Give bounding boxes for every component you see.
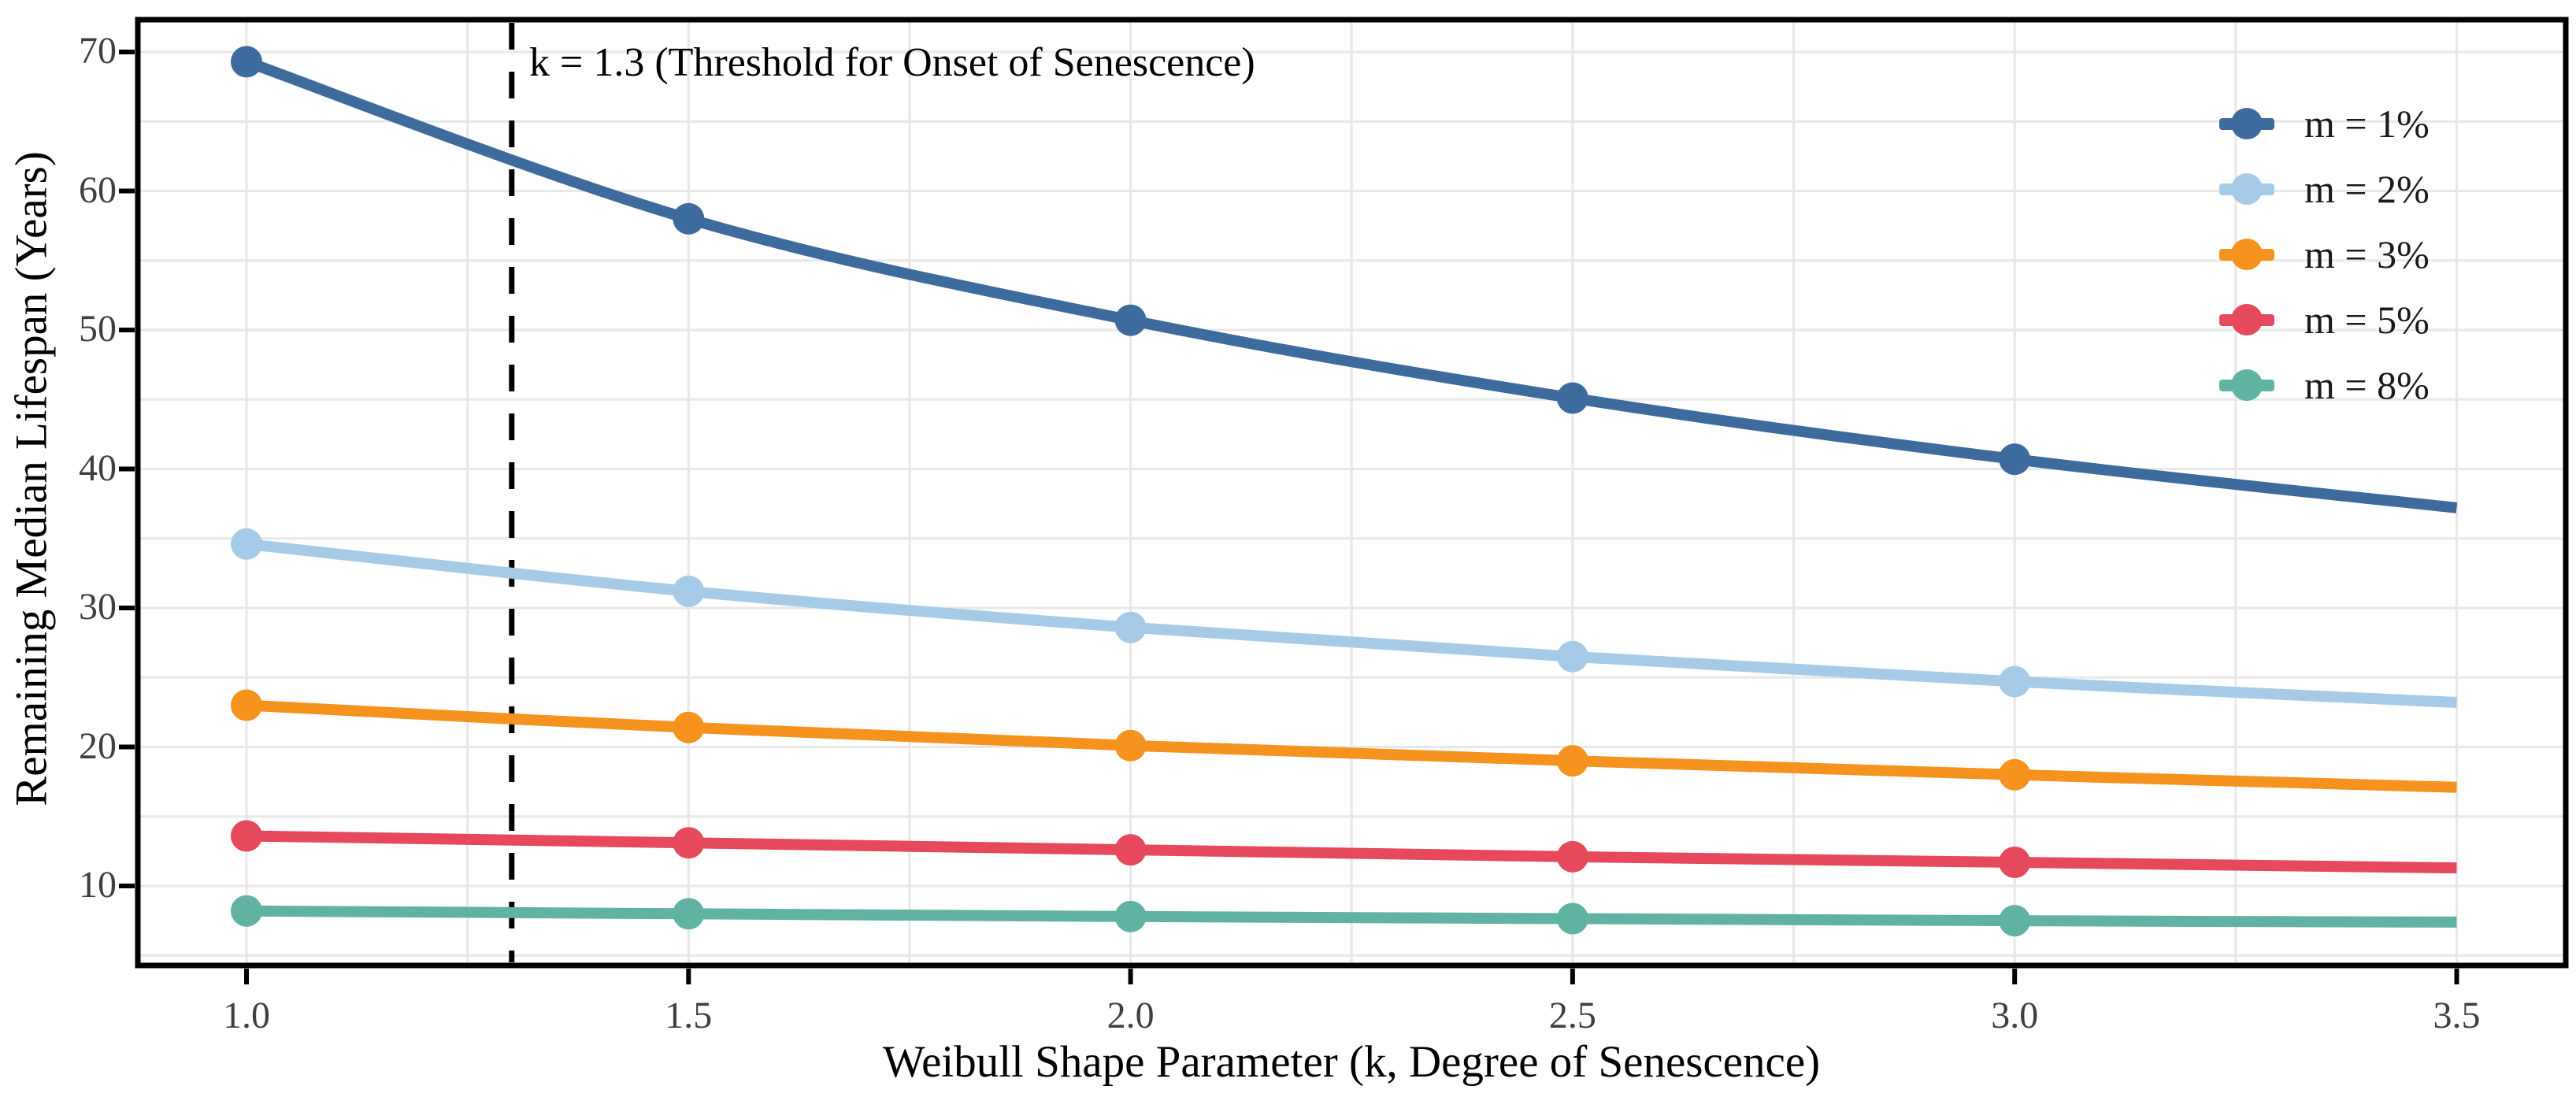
series-marker-m=1% <box>1999 443 2031 476</box>
legend-entry-m8: m = 8% <box>2219 361 2430 410</box>
series-marker-m=2% <box>231 528 262 560</box>
threshold-annotation: k = 1.3 (Threshold for Onset of Senescen… <box>529 40 1255 85</box>
series-marker-m=2% <box>1114 611 1147 643</box>
series-marker-m=3% <box>1556 745 1588 777</box>
series-marker-m=1% <box>1114 304 1147 336</box>
y-tick-label-20: 20 <box>79 725 117 767</box>
series-8pct <box>231 895 2457 937</box>
series-marker-m=1% <box>231 46 262 78</box>
series-marker-m=3% <box>673 711 705 743</box>
y-tick-label-50: 50 <box>79 308 117 350</box>
series-line-m=1% <box>244 56 2458 513</box>
series-line-m=5% <box>246 830 2457 874</box>
x-tick-label-2.5: 2.5 <box>1548 995 1596 1036</box>
legend-entry-m3: m = 3% <box>2219 230 2430 279</box>
series-5pct <box>231 820 2457 878</box>
legend-label-m1: m = 1% <box>2304 102 2430 146</box>
legend-swatch-m3-icon <box>2219 239 2274 270</box>
axis-ticks <box>119 50 2459 984</box>
legend-label-m2: m = 2% <box>2304 167 2430 211</box>
y-tick-label-60: 60 <box>79 169 117 211</box>
legend-swatch-m8-icon <box>2219 369 2274 401</box>
legend-label-m3: m = 3% <box>2304 232 2430 276</box>
x-axis-title: Weibull Shape Parameter (k, Degree of Se… <box>882 1037 1821 1087</box>
legend-entry-m5: m = 5% <box>2219 295 2430 344</box>
series-marker-m=5% <box>1556 840 1588 873</box>
series-2pct <box>231 528 2457 708</box>
series-1pct <box>231 46 2458 513</box>
series-3pct <box>231 689 2457 793</box>
series-marker-m=8% <box>1556 902 1588 935</box>
legend-label-m5: m = 5% <box>2304 298 2430 342</box>
legend-swatch-m2-icon <box>2219 173 2274 205</box>
axes-box <box>135 17 2569 969</box>
legend-entry-m1: m = 1% <box>2219 99 2430 148</box>
series-marker-m=8% <box>1999 905 2031 937</box>
series-line-m=2% <box>246 538 2457 708</box>
series-marker-m=5% <box>1999 846 2031 878</box>
series-marker-m=8% <box>673 898 705 930</box>
gridlines <box>138 20 2566 965</box>
series-line-m=8% <box>246 905 2457 928</box>
x-tick-label-1.5: 1.5 <box>665 995 713 1036</box>
series-marker-m=5% <box>673 827 705 859</box>
series-line-m=3% <box>246 699 2457 793</box>
legend-dot-m5-icon <box>2231 304 2263 335</box>
x-tick-label-1.0: 1.0 <box>223 995 270 1036</box>
legend-entry-m2: m = 2% <box>2219 165 2430 213</box>
legend-dot-m2-icon <box>2231 173 2263 205</box>
series-marker-m=1% <box>673 202 705 235</box>
series-marker-m=3% <box>231 689 262 721</box>
series-marker-m=5% <box>1114 834 1147 866</box>
legend-swatch-m1-icon <box>2219 108 2274 139</box>
series-marker-m=5% <box>231 820 262 852</box>
y-tick-label-70: 70 <box>79 30 117 72</box>
y-tick-label-10: 10 <box>79 864 117 906</box>
x-tick-label-3.5: 3.5 <box>2433 995 2481 1036</box>
y-tick-label-40: 40 <box>79 447 117 489</box>
series-marker-m=1% <box>1556 382 1588 414</box>
legend-dot-m8-icon <box>2231 369 2263 401</box>
series-marker-m=2% <box>1999 665 2031 698</box>
legend-label-m8: m = 8% <box>2304 363 2430 407</box>
series-marker-m=2% <box>1556 640 1588 673</box>
series-marker-m=3% <box>1999 758 2031 791</box>
y-axis-title: Remaining Median Lifespan (Years) <box>6 151 57 806</box>
axes-spines <box>135 17 2569 969</box>
y-tick-label-30: 30 <box>79 586 117 628</box>
x-tick-label-3.0: 3.0 <box>1991 995 2039 1036</box>
series-marker-m=2% <box>673 575 705 607</box>
series-marker-m=8% <box>1114 900 1147 932</box>
legend-swatch-m5-icon <box>2219 304 2274 335</box>
series-marker-m=8% <box>231 895 262 927</box>
legend-dot-m1-icon <box>2231 108 2263 139</box>
legend-dot-m3-icon <box>2231 239 2263 270</box>
series-marker-m=3% <box>1114 729 1147 762</box>
x-tick-label-2.0: 2.0 <box>1106 995 1155 1036</box>
